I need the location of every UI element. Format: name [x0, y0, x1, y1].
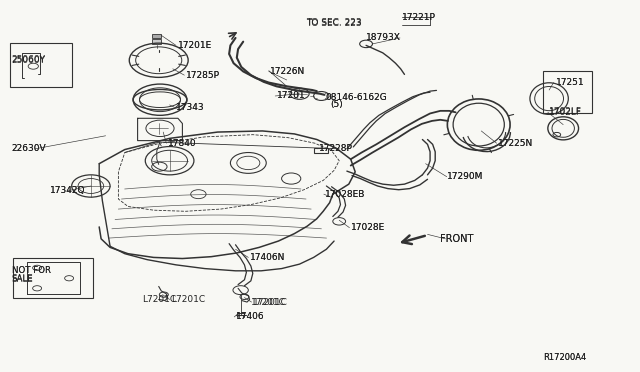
Text: FRONT: FRONT — [440, 234, 474, 244]
Text: FRONT: FRONT — [440, 234, 474, 244]
Text: 17201C: 17201C — [253, 298, 287, 307]
Text: 1702LF: 1702LF — [549, 108, 582, 117]
Text: 08146-6162G: 08146-6162G — [325, 93, 387, 102]
Text: 17840: 17840 — [168, 139, 197, 148]
Text: (5): (5) — [330, 100, 343, 109]
Text: 17228P: 17228P — [319, 144, 353, 153]
Text: 17221P: 17221P — [402, 13, 436, 22]
Text: 17201: 17201 — [276, 92, 305, 100]
Text: 17290M: 17290M — [447, 172, 483, 181]
Text: 17290M: 17290M — [447, 172, 483, 181]
Text: 25060Y: 25060Y — [12, 56, 45, 65]
Text: 17342Q: 17342Q — [50, 186, 85, 195]
Text: 17343: 17343 — [176, 103, 205, 112]
Text: TO SEC. 223: TO SEC. 223 — [306, 18, 362, 27]
Text: 17406: 17406 — [236, 312, 264, 321]
Text: 17201: 17201 — [276, 92, 305, 100]
Text: 17406: 17406 — [236, 312, 264, 321]
Text: 17406N: 17406N — [250, 253, 285, 262]
Text: 17343: 17343 — [176, 103, 205, 112]
Bar — [152, 34, 161, 38]
Text: 17406N: 17406N — [250, 253, 285, 262]
Text: 1702LF: 1702LF — [549, 107, 582, 116]
Text: 18793X: 18793X — [366, 33, 401, 42]
Text: 17226N: 17226N — [270, 67, 305, 76]
Text: L7201C: L7201C — [142, 295, 176, 304]
FancyBboxPatch shape — [10, 43, 72, 87]
Text: 17028EB: 17028EB — [325, 190, 365, 199]
Text: NOT FOR: NOT FOR — [12, 266, 51, 275]
Text: 17251: 17251 — [556, 78, 584, 87]
Bar — [314, 148, 328, 153]
Text: 17028EB: 17028EB — [325, 190, 365, 199]
Text: SALE: SALE — [12, 274, 33, 283]
Text: L7201C: L7201C — [172, 295, 205, 304]
Text: 22630V: 22630V — [12, 144, 46, 153]
Text: 17225N: 17225N — [498, 139, 533, 148]
Text: (5): (5) — [330, 100, 343, 109]
Text: 17228P: 17228P — [319, 144, 353, 153]
Text: 17840: 17840 — [168, 139, 197, 148]
Text: 17251: 17251 — [556, 78, 584, 87]
Text: 17201E: 17201E — [178, 41, 212, 50]
Text: NOT FOR: NOT FOR — [12, 266, 51, 275]
Text: 17201E: 17201E — [178, 41, 212, 50]
Text: 17226N: 17226N — [270, 67, 305, 76]
Text: 17285P: 17285P — [186, 71, 220, 80]
Text: TO SEC. 223: TO SEC. 223 — [306, 19, 362, 28]
Text: 17201C: 17201C — [251, 298, 285, 307]
Text: SALE: SALE — [12, 275, 33, 284]
Bar — [152, 39, 161, 44]
Text: 17342Q: 17342Q — [50, 186, 85, 195]
Text: 17221P: 17221P — [402, 13, 436, 22]
Text: 25060Y: 25060Y — [12, 55, 45, 64]
Text: 22630V: 22630V — [12, 144, 46, 153]
Text: R17200A4: R17200A4 — [543, 353, 586, 362]
Text: 17028E: 17028E — [351, 223, 385, 232]
FancyBboxPatch shape — [543, 71, 592, 113]
Text: 17028E: 17028E — [351, 223, 385, 232]
Text: 17225N: 17225N — [498, 139, 533, 148]
Text: 17285P: 17285P — [186, 71, 220, 80]
Text: 18793X: 18793X — [366, 33, 401, 42]
FancyBboxPatch shape — [13, 258, 93, 298]
Text: R17200A4: R17200A4 — [543, 353, 586, 362]
Text: 08146-6162G: 08146-6162G — [325, 93, 387, 102]
